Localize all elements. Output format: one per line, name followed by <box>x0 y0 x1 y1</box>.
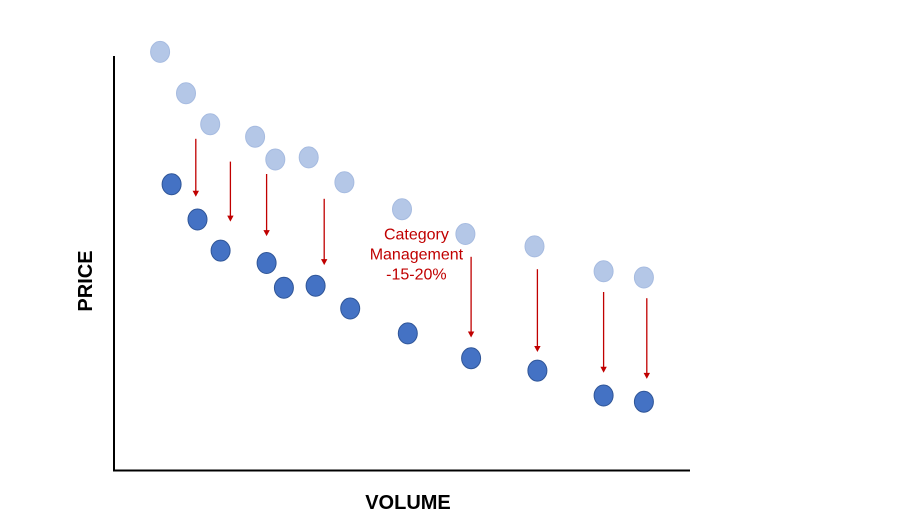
after-point-3 <box>210 239 231 262</box>
annotation-line-1: Category <box>384 227 449 244</box>
before-point-8 <box>392 198 412 221</box>
after-point-11 <box>593 384 614 407</box>
before-point-4 <box>245 125 266 148</box>
annotation-line-3: -15-20% <box>386 267 446 284</box>
after-point-6 <box>305 274 326 297</box>
after-point-1 <box>161 173 182 196</box>
before-point-7 <box>334 171 355 194</box>
before-point-10 <box>524 235 545 258</box>
after-point-2 <box>187 208 208 231</box>
after-point-10 <box>527 359 548 382</box>
arrow-5 <box>467 256 475 338</box>
arrow-2 <box>227 161 234 222</box>
arrow-1 <box>192 138 199 197</box>
after-point-12 <box>633 390 654 413</box>
after-point-7 <box>340 297 361 320</box>
before-point-12 <box>633 266 654 289</box>
arrow-4 <box>321 198 328 266</box>
category-management-annotation: Category Management -15-20% <box>370 227 464 284</box>
annotation-line-2: Management <box>370 247 464 264</box>
arrow-3 <box>263 174 270 237</box>
before-point-1 <box>150 40 171 63</box>
after-point-4 <box>256 252 277 274</box>
before-point-3 <box>200 113 221 136</box>
after-point-8 <box>397 322 418 345</box>
y-axis-title: PRICE <box>75 250 97 311</box>
arrow-7 <box>600 292 607 373</box>
arrows-group <box>192 138 650 379</box>
after-point-5 <box>273 276 294 299</box>
after-points-group <box>161 173 654 413</box>
before-point-5 <box>265 148 286 171</box>
x-axis-title: VOLUME <box>365 492 451 514</box>
after-point-9 <box>461 347 482 370</box>
before-points-group <box>150 40 654 289</box>
arrow-8 <box>643 298 650 379</box>
before-point-11 <box>593 260 614 283</box>
before-point-9 <box>455 223 476 245</box>
arrow-6 <box>534 269 541 352</box>
before-point-6 <box>298 146 319 169</box>
before-point-2 <box>176 82 196 105</box>
